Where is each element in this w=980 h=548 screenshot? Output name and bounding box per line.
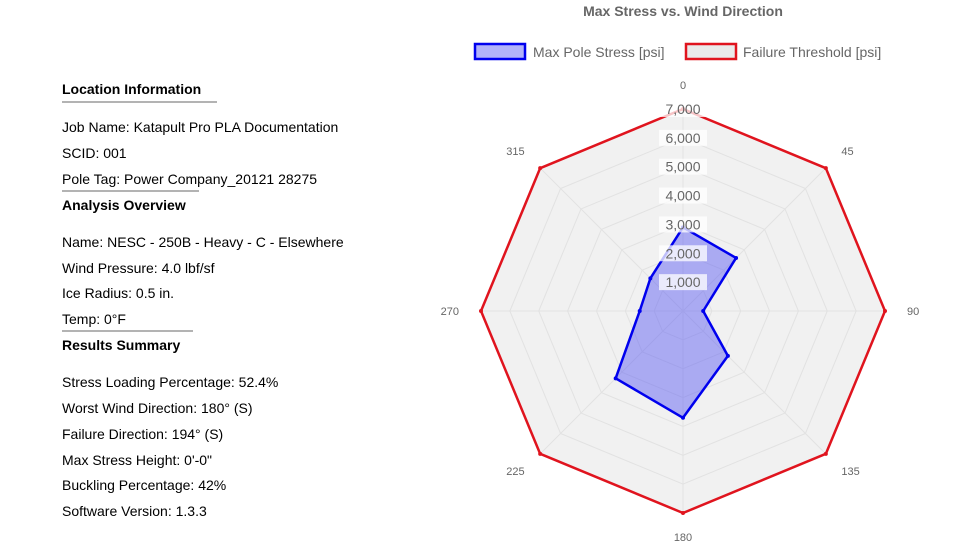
- temperature: Temp: 0°F: [62, 311, 126, 327]
- max-stress-height: Max Stress Height: 0'-0": [62, 452, 213, 468]
- data-point-max-pole-stress-psi-180[interactable]: [681, 415, 685, 420]
- radial-tick-labels: 1,000 2,000 3,000 4,000 5,000 6,000 7,000: [659, 101, 707, 291]
- tick-backdrop: [659, 245, 707, 262]
- data-point-max-pole-stress-psi-225[interactable]: [613, 376, 618, 381]
- tick-backdrop: [659, 101, 707, 117]
- angle-label-0: 0: [680, 80, 686, 92]
- radar-grid: [480, 108, 886, 514]
- data-point-max-pole-stress-psi-45[interactable]: [734, 255, 739, 260]
- data-point-max-pole-stress-psi-315[interactable]: [648, 276, 653, 281]
- data-point-failure-threshold-psi-180[interactable]: [681, 511, 685, 515]
- legend-label-max-pole-stress[interactable]: Max Pole Stress [psi]: [533, 44, 665, 60]
- buckling-percentage: Buckling Percentage: 42%: [62, 477, 227, 493]
- tick-backdrop: [659, 158, 707, 175]
- data-point-max-pole-stress-psi-270[interactable]: [637, 309, 642, 313]
- tick-label-1: 1,000: [665, 274, 700, 290]
- analysis-overview-title: Analysis Overview: [62, 197, 186, 213]
- data-point-max-pole-stress-psi-90[interactable]: [701, 309, 706, 313]
- chart-legend: Max Pole Stress [psi] Failure Threshold …: [473, 42, 881, 61]
- tick-label-7: 7,000: [665, 101, 700, 117]
- data-point-max-pole-stress-psi-135[interactable]: [725, 353, 730, 358]
- angle-label-45: 45: [841, 146, 853, 158]
- tick-label-3: 3,000: [665, 216, 700, 232]
- chart-title: Max Stress vs. Wind Direction: [583, 3, 783, 19]
- angle-label-225: 225: [506, 466, 524, 478]
- grid-spoke-135: [682, 310, 827, 455]
- legend-swatch-failure-threshold[interactable]: [684, 42, 738, 61]
- tick-label-6: 6,000: [665, 130, 700, 146]
- tick-backdrop: [659, 129, 707, 146]
- data-point-failure-threshold-psi-270[interactable]: [479, 309, 483, 313]
- angle-label-270: 270: [441, 306, 459, 318]
- angle-label-135: 135: [841, 466, 859, 478]
- data-point-failure-threshold-psi-315[interactable]: [538, 166, 543, 171]
- failure-direction: Failure Direction: 194° (S): [62, 426, 224, 442]
- section-divider: [62, 101, 217, 103]
- data-point-failure-threshold-psi-225[interactable]: [538, 451, 543, 456]
- tick-label-5: 5,000: [665, 159, 700, 175]
- ice-radius: Ice Radius: 0.5 in.: [62, 285, 175, 301]
- angle-labels: 0 45 90 135 180 225 270 315: [441, 80, 920, 544]
- section-divider: [62, 330, 193, 332]
- angle-label-180: 180: [674, 532, 692, 544]
- stress-loading-percentage: Stress Loading Percentage: 52.4%: [62, 374, 279, 390]
- data-point-failure-threshold-psi-90[interactable]: [883, 309, 887, 313]
- radar-chart: Max Stress vs. Wind Direction Max Pole S…: [441, 3, 920, 544]
- pole-tag: Pole Tag: Power Company_20121 28275: [62, 171, 318, 187]
- results-summary-title: Results Summary: [62, 337, 181, 353]
- worst-wind-direction: Worst Wind Direction: 180° (S): [62, 400, 253, 416]
- legend-swatch-max-pole-stress[interactable]: [473, 42, 527, 61]
- tick-label-2: 2,000: [665, 245, 700, 261]
- section-divider: [62, 190, 199, 192]
- analysis-name: Name: NESC - 250B - Heavy - C - Elsewher…: [62, 234, 344, 250]
- tick-label-4: 4,000: [665, 188, 700, 204]
- wind-pressure: Wind Pressure: 4.0 lbf/sf: [62, 260, 215, 276]
- data-point-failure-threshold-psi-135[interactable]: [823, 451, 828, 456]
- angle-label-315: 315: [506, 146, 524, 158]
- tick-backdrop: [659, 187, 707, 204]
- location-information-title: Location Information: [62, 81, 202, 97]
- software-version: Software Version: 1.3.3: [62, 503, 207, 519]
- legend-label-failure-threshold[interactable]: Failure Threshold [psi]: [743, 44, 881, 60]
- tick-backdrop: [659, 216, 707, 233]
- scid: SCID: 001: [62, 145, 127, 161]
- job-name: Job Name: Katapult Pro PLA Documentation: [62, 119, 339, 135]
- angle-label-90: 90: [907, 306, 919, 318]
- grid-spoke-225: [539, 310, 684, 455]
- tick-backdrop: [659, 274, 707, 291]
- data-point-failure-threshold-psi-45[interactable]: [823, 166, 828, 171]
